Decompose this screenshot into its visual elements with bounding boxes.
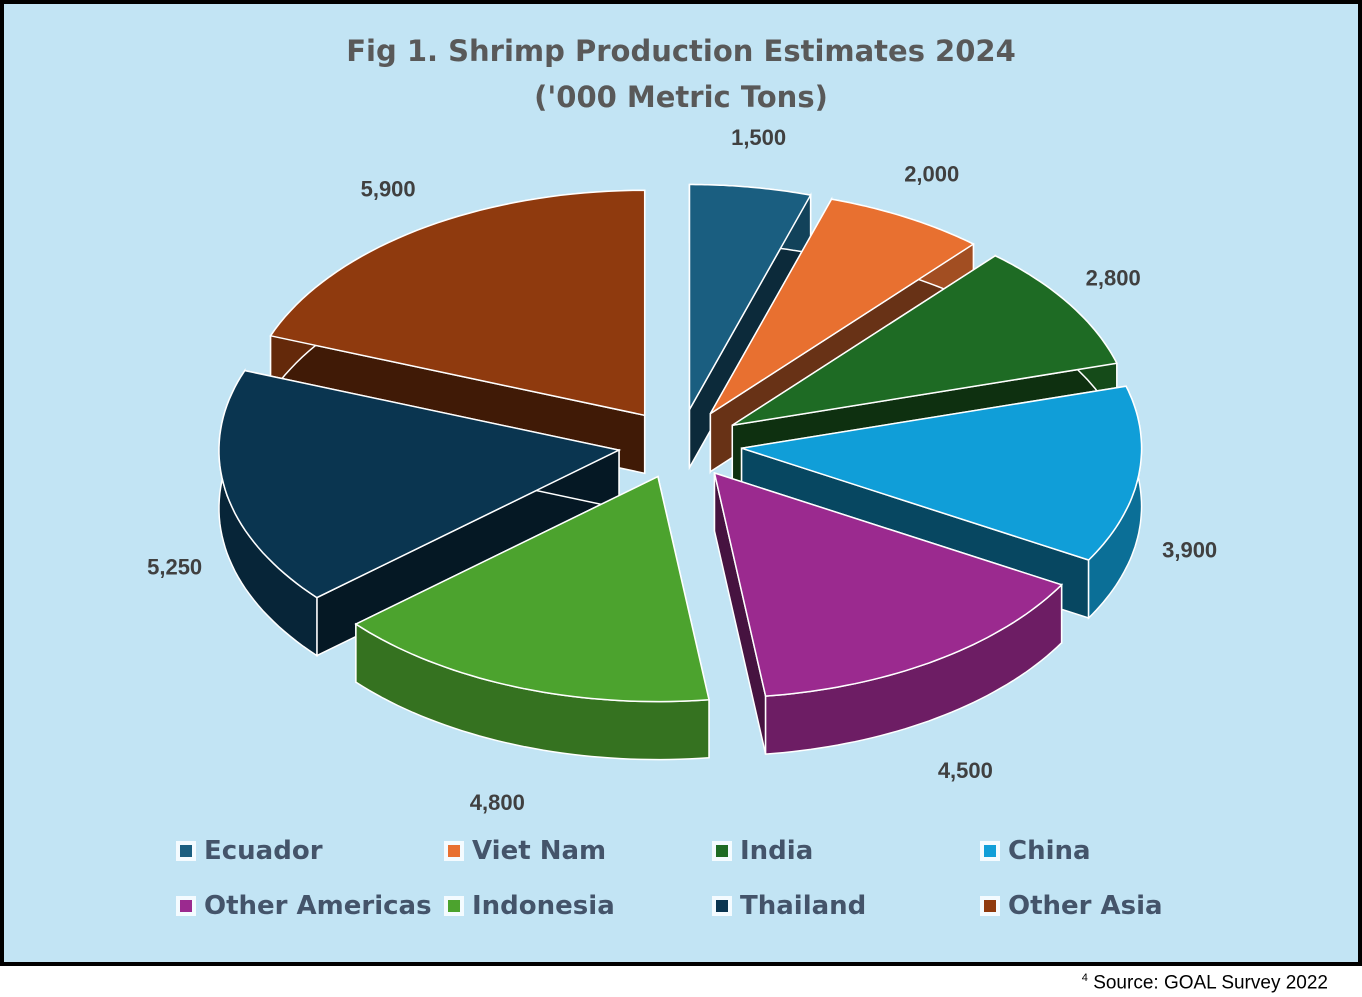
slice-indonesia [354, 475, 710, 761]
legend-label: Ecuador [204, 836, 323, 866]
data-label: 5,900 [361, 177, 416, 202]
legend-swatch [176, 841, 196, 861]
pie-chart: 1,500 2,000 2,800 3,900 4,500 4,800 5,250 5,900 [147, 125, 1217, 815]
data-label: 2,800 [1086, 265, 1141, 290]
legend-swatch [176, 896, 196, 916]
legend-label: Thailand [740, 891, 867, 921]
legend-item: Indonesia [444, 891, 615, 921]
footnote: 4 Source: GOAL Survey 2022 [1082, 972, 1328, 994]
footnote-marker: 4 [1081, 972, 1088, 984]
chart-frame: Fig 1. Shrimp Production Estimates 2024 … [0, 0, 1362, 966]
footnote-text: Source: GOAL Survey 2022 [1093, 972, 1328, 994]
slice-top [269, 189, 646, 417]
legend-item: Other Americas [176, 891, 432, 921]
chart-title: Fig 1. Shrimp Production Estimates 2024 [346, 34, 1016, 68]
legend-swatch [712, 841, 732, 861]
slice-top [713, 471, 1064, 697]
legend-item: China [980, 836, 1091, 866]
data-label: 1,500 [731, 125, 786, 150]
slice-top [354, 475, 710, 703]
data-label: 2,000 [904, 161, 959, 186]
slice-top [709, 198, 975, 415]
legend-item: India [712, 836, 813, 866]
slice-other-americas [713, 471, 1064, 755]
legend-swatch [444, 841, 464, 861]
legend-item: Thailand [712, 891, 866, 921]
legend-label: Indonesia [472, 891, 615, 921]
legend-label: India [740, 836, 814, 866]
data-label: 5,250 [147, 555, 202, 580]
legend-item: Other Asia [980, 891, 1163, 921]
chart-subtitle: ('000 Metric Tons) [534, 80, 828, 114]
slice-top [731, 254, 1118, 427]
legend-label: China [1008, 836, 1091, 866]
data-label: 4,500 [938, 758, 993, 783]
data-label: 4,800 [470, 790, 525, 815]
legend-label: Other Asia [1008, 891, 1163, 921]
legend-swatch [980, 841, 1000, 861]
legend-swatch [980, 896, 1000, 916]
legend-swatch [444, 896, 464, 916]
slice-top [688, 183, 812, 413]
legend-swatch [712, 896, 732, 916]
legend-item: Ecuador [176, 836, 323, 866]
slice-top [741, 385, 1143, 561]
legend-label: Other Americas [204, 891, 432, 921]
slice-top [218, 369, 622, 599]
slice-thailand [218, 368, 622, 658]
data-label: 3,900 [1162, 537, 1217, 562]
legend-item: Viet Nam [444, 836, 606, 866]
legend-label: Viet Nam [472, 836, 607, 866]
